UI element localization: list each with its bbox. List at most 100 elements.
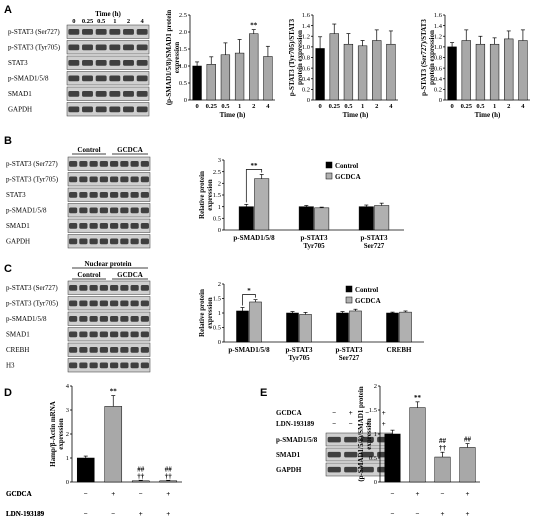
blot-row-band bbox=[69, 161, 78, 167]
blot-row-band bbox=[89, 176, 98, 183]
y-tick-label: 1.0 bbox=[179, 63, 187, 70]
significance-mark: ## bbox=[464, 436, 472, 444]
blot-row-strip bbox=[67, 311, 151, 326]
blot-row-band bbox=[136, 44, 148, 51]
blot-row-strip bbox=[67, 280, 151, 295]
blot-row-label: SMAD1 bbox=[6, 331, 30, 339]
x-tick-label: CREBH bbox=[387, 346, 412, 354]
blot-row-label: SMAD1 bbox=[6, 222, 30, 230]
y-tick-label: 1.0 bbox=[302, 44, 310, 51]
y-tick-label: 0 bbox=[307, 97, 310, 104]
blot-row-band bbox=[95, 106, 107, 113]
chart-e: 00.511.52**##††##GCDCA − + − +LDN-193189− − + +… bbox=[6, 383, 480, 518]
blot-row-band bbox=[89, 316, 98, 322]
blot-row-band bbox=[68, 75, 80, 82]
bar bbox=[254, 178, 270, 231]
significance-mark: ## bbox=[439, 437, 447, 445]
treatment-sign: + bbox=[382, 420, 386, 428]
legend-swatch bbox=[345, 285, 353, 293]
blot-row-band bbox=[69, 362, 78, 369]
significance-mark: ** bbox=[414, 394, 422, 402]
blot-row-band bbox=[120, 207, 129, 214]
y-tick-label: 4 bbox=[66, 383, 70, 390]
treatment-sign: − bbox=[416, 510, 420, 518]
blot-row-band bbox=[140, 300, 149, 307]
blot-row-band bbox=[69, 192, 78, 198]
treatment-sign: − bbox=[349, 420, 353, 428]
bar bbox=[399, 311, 412, 343]
bar bbox=[447, 46, 457, 101]
blot-row-band bbox=[69, 285, 78, 291]
blot-row-band bbox=[136, 29, 148, 35]
y-tick-label: 1 bbox=[374, 431, 377, 438]
blot-row-label: SMAD1 bbox=[276, 451, 301, 459]
x-tick-label: 4 bbox=[266, 103, 270, 110]
blot-row-band bbox=[140, 362, 149, 369]
bar bbox=[358, 206, 374, 231]
blot-row-band bbox=[109, 106, 121, 113]
blot-row-band bbox=[69, 223, 78, 229]
bar bbox=[159, 480, 178, 483]
blot-row-strip bbox=[66, 24, 150, 39]
bar bbox=[234, 52, 245, 101]
y-tick-label: 0 bbox=[374, 479, 377, 486]
treatment-sign: + bbox=[365, 420, 369, 428]
treatment-sign: − bbox=[332, 409, 336, 417]
treatment-label: LDN-193189 bbox=[6, 510, 45, 518]
bar bbox=[104, 406, 123, 483]
blot-row-band bbox=[120, 223, 129, 229]
bar bbox=[384, 433, 401, 483]
blot-row-band bbox=[130, 300, 139, 307]
x-tick-label: Ser727 bbox=[364, 242, 385, 250]
significance-mark: ** bbox=[251, 162, 259, 170]
blot-row-band bbox=[109, 44, 121, 51]
blot-row-band bbox=[120, 316, 129, 322]
blot-row-band bbox=[110, 331, 119, 338]
blot-row-band bbox=[136, 106, 148, 113]
x-tick-label: 1 bbox=[238, 103, 241, 110]
blot-row-band bbox=[130, 176, 139, 183]
blot-row-band bbox=[68, 91, 80, 97]
treatment-sign: − bbox=[84, 490, 88, 498]
blot-row-band bbox=[89, 223, 98, 229]
blot-row-band bbox=[69, 207, 78, 214]
blot-row-label: p-SMAD1/5/8 bbox=[6, 315, 47, 323]
blot-row-label: GAPDH bbox=[6, 238, 30, 246]
y-tick-label: 0 bbox=[218, 339, 221, 346]
bar bbox=[461, 40, 471, 101]
y-tick-label: 2 bbox=[218, 181, 221, 188]
blot-row-strip bbox=[67, 342, 151, 357]
y-tick-label: 2.0 bbox=[179, 29, 187, 36]
bar bbox=[299, 314, 312, 343]
blot-row-label: p-SMAD1/5/8 bbox=[276, 436, 318, 444]
x-axis-label: Time (h) bbox=[475, 111, 501, 119]
blot-row-band bbox=[95, 29, 107, 35]
blot-c: p-STAT3 (Ser727) p-STAT3 (Tyr705) p-SMAD1/… bbox=[6, 260, 151, 373]
y-tick-label: 1.5 bbox=[213, 296, 221, 303]
blot-row-band bbox=[68, 60, 80, 66]
blot-row-band bbox=[140, 223, 149, 229]
treatment-sign: + bbox=[166, 510, 170, 518]
significance-mark: †† bbox=[137, 472, 145, 480]
legend-swatch bbox=[345, 296, 353, 304]
blot-row-strip bbox=[67, 234, 151, 249]
blot-row-band bbox=[109, 60, 121, 66]
bar bbox=[386, 312, 399, 343]
y-tick-label: 1.6 bbox=[434, 12, 443, 19]
blot-row-band bbox=[99, 347, 108, 353]
bar bbox=[434, 456, 451, 483]
bar bbox=[249, 33, 259, 101]
blot-row-band bbox=[130, 285, 139, 291]
blot-row-band bbox=[68, 44, 80, 51]
legend-swatch bbox=[325, 161, 333, 169]
bar bbox=[249, 301, 262, 343]
bar bbox=[475, 43, 486, 101]
bar bbox=[357, 45, 368, 101]
blot-row-band bbox=[79, 331, 88, 338]
bar bbox=[220, 54, 231, 101]
blot-row-band bbox=[95, 44, 107, 51]
blot-row-band bbox=[99, 192, 108, 198]
blot-row-band bbox=[123, 91, 134, 97]
blot-row-label: H3 bbox=[6, 362, 15, 370]
